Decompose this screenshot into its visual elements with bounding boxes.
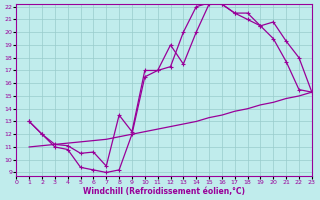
X-axis label: Windchill (Refroidissement éolien,°C): Windchill (Refroidissement éolien,°C) (83, 187, 245, 196)
